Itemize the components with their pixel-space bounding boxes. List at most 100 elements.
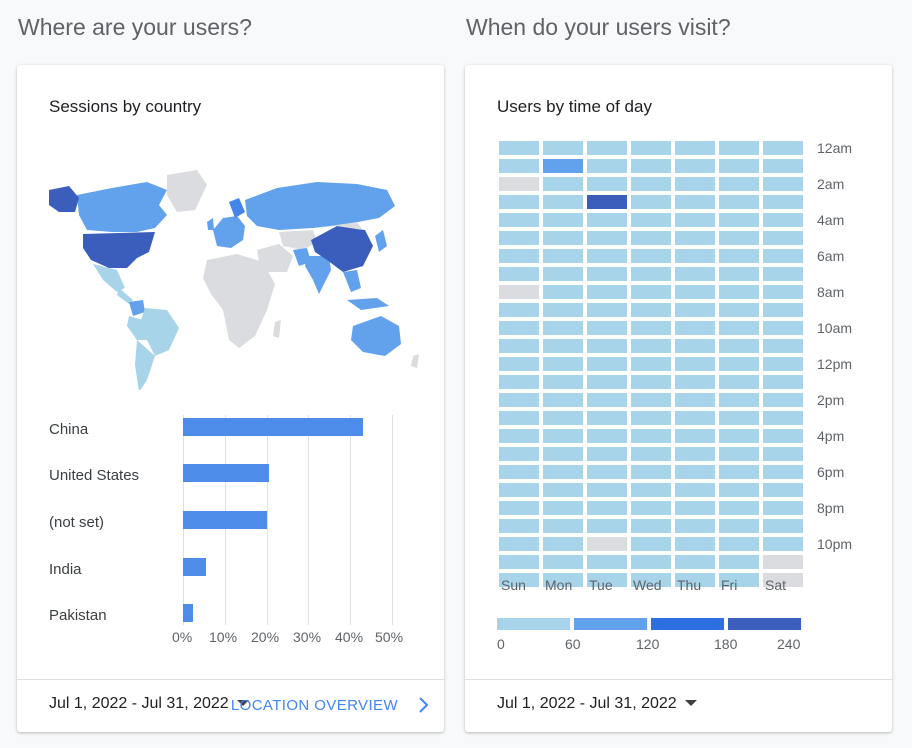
heatmap-cell[interactable] [543, 321, 583, 335]
heatmap-cell[interactable] [543, 285, 583, 299]
map-region-central-asia[interactable] [279, 230, 317, 250]
heatmap-cell[interactable] [675, 285, 715, 299]
heatmap-cell[interactable] [499, 213, 539, 227]
heatmap-cell[interactable] [719, 177, 759, 191]
location-overview-link[interactable]: LOCATION OVERVIEW [230, 697, 398, 714]
bar-pakistan[interactable] [183, 604, 194, 622]
heatmap-cell[interactable] [499, 573, 539, 587]
map-region-russia[interactable] [245, 182, 395, 230]
heatmap-cell[interactable] [543, 177, 583, 191]
heatmap-cell[interactable] [499, 141, 539, 155]
bar-china[interactable] [183, 418, 363, 436]
heatmap-cell[interactable] [763, 465, 803, 479]
heatmap-cell[interactable] [587, 555, 627, 569]
heatmap-cell[interactable] [763, 357, 803, 371]
map-region-greenland[interactable] [167, 170, 207, 212]
heatmap-cell[interactable] [543, 501, 583, 515]
heatmap-cell[interactable] [763, 555, 803, 569]
heatmap-cell[interactable] [587, 159, 627, 173]
heatmap-cell[interactable] [675, 555, 715, 569]
heatmap-cell[interactable] [587, 573, 627, 587]
heatmap-cell[interactable] [587, 141, 627, 155]
heatmap-cell[interactable] [499, 249, 539, 263]
heatmap-cell[interactable] [719, 393, 759, 407]
heatmap-cell[interactable] [763, 375, 803, 389]
heatmap-cell[interactable] [631, 411, 671, 425]
heatmap-cell[interactable] [499, 321, 539, 335]
map-region-peru[interactable] [127, 316, 147, 340]
heatmap-cell[interactable] [499, 339, 539, 353]
heatmap-cell[interactable] [499, 537, 539, 551]
map-region-middle-east[interactable] [257, 244, 293, 272]
heatmap-cell[interactable] [543, 339, 583, 353]
heatmap-cell[interactable] [631, 501, 671, 515]
heatmap-cell[interactable] [719, 195, 759, 209]
heatmap-cell[interactable] [719, 339, 759, 353]
heatmap-cell[interactable] [631, 177, 671, 191]
heatmap-cell[interactable] [675, 465, 715, 479]
heatmap-cell[interactable] [631, 231, 671, 245]
users-heatmap[interactable] [465, 65, 892, 665]
heatmap-cell[interactable] [631, 465, 671, 479]
heatmap-cell[interactable] [675, 249, 715, 263]
heatmap-cell[interactable] [719, 267, 759, 281]
map-region-brazil[interactable] [141, 308, 179, 356]
heatmap-cell[interactable] [499, 177, 539, 191]
heatmap-cell[interactable] [719, 465, 759, 479]
heatmap-cell[interactable] [719, 249, 759, 263]
heatmap-cell[interactable] [587, 195, 627, 209]
heatmap-cell[interactable] [675, 519, 715, 533]
heatmap-cell[interactable] [631, 429, 671, 443]
heatmap-cell[interactable] [675, 573, 715, 587]
map-region-africa[interactable] [203, 254, 275, 348]
heatmap-cell[interactable] [675, 483, 715, 497]
heatmap-cell[interactable] [763, 501, 803, 515]
heatmap-cell[interactable] [587, 519, 627, 533]
bar-india[interactable] [183, 558, 206, 576]
heatmap-cell[interactable] [631, 519, 671, 533]
heatmap-cell[interactable] [631, 195, 671, 209]
heatmap-cell[interactable] [587, 375, 627, 389]
heatmap-cell[interactable] [587, 285, 627, 299]
heatmap-cell[interactable] [763, 411, 803, 425]
map-region-southeast-asia[interactable] [343, 270, 361, 292]
map-region-alaska[interactable] [49, 186, 79, 212]
heatmap-cell[interactable] [631, 213, 671, 227]
heatmap-cell[interactable] [675, 357, 715, 371]
heatmap-cell[interactable] [587, 249, 627, 263]
heatmap-cell[interactable] [587, 537, 627, 551]
heatmap-cell[interactable] [675, 339, 715, 353]
heatmap-cell[interactable] [763, 195, 803, 209]
heatmap-cell[interactable] [499, 267, 539, 281]
heatmap-cell[interactable] [587, 231, 627, 245]
heatmap-cell[interactable] [587, 447, 627, 461]
heatmap-cell[interactable] [675, 393, 715, 407]
heatmap-cell[interactable] [543, 375, 583, 389]
map-region-uk[interactable] [207, 218, 214, 230]
heatmap-cell[interactable] [499, 501, 539, 515]
map-region-madagascar[interactable] [273, 320, 281, 338]
heatmap-cell[interactable] [719, 555, 759, 569]
heatmap-cell[interactable] [763, 573, 803, 587]
heatmap-cell[interactable] [763, 303, 803, 317]
heatmap-cell[interactable] [499, 465, 539, 479]
heatmap-cell[interactable] [499, 483, 539, 497]
heatmap-cell[interactable] [719, 573, 759, 587]
heatmap-cell[interactable] [587, 339, 627, 353]
heatmap-cell[interactable] [587, 393, 627, 407]
map-region-indonesia[interactable] [347, 298, 389, 310]
heatmap-cell[interactable] [631, 447, 671, 461]
heatmap-cell[interactable] [543, 447, 583, 461]
map-region-korea-japan[interactable] [375, 230, 387, 252]
heatmap-cell[interactable] [763, 177, 803, 191]
heatmap-cell[interactable] [763, 267, 803, 281]
bar-not-set[interactable] [183, 511, 267, 529]
heatmap-cell[interactable] [543, 141, 583, 155]
heatmap-cell[interactable] [543, 429, 583, 443]
map-region-mexico[interactable] [93, 264, 125, 292]
heatmap-cell[interactable] [719, 501, 759, 515]
heatmap-cell[interactable] [499, 393, 539, 407]
heatmap-cell[interactable] [543, 573, 583, 587]
heatmap-cell[interactable] [763, 249, 803, 263]
heatmap-cell[interactable] [763, 141, 803, 155]
